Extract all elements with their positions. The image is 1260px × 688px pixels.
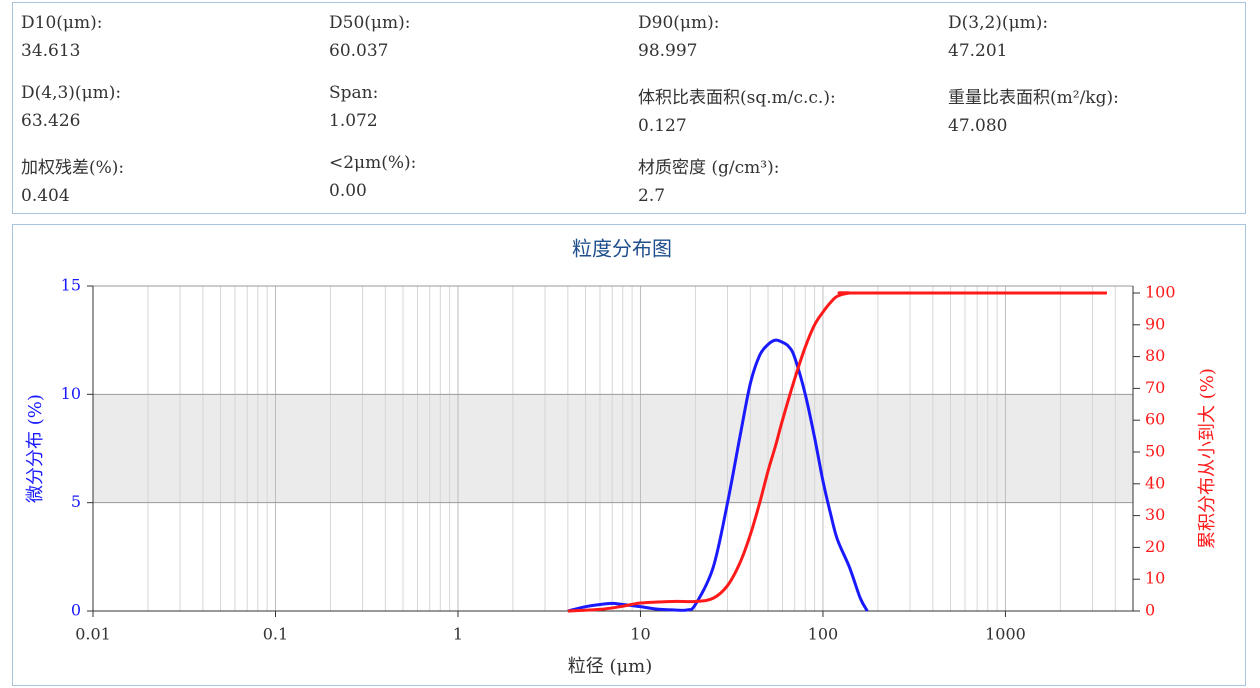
y2-tick-label: 30 (1145, 505, 1165, 524)
stat: D50(μm): 60.037 (329, 13, 410, 61)
y-tick-label: 15 (61, 276, 81, 295)
stat: 体积比表面积(sq.m/c.c.): 0.127 (638, 83, 836, 136)
stat-value: 0.404 (21, 186, 70, 206)
stat: D(3,2)(μm): 47.201 (948, 13, 1048, 61)
y-tick-label: 5 (71, 492, 81, 511)
x-tick-label: 0.01 (75, 625, 111, 644)
x-tick-label: 0.1 (263, 625, 288, 644)
x-tick-label: 1 (453, 625, 463, 644)
stat-label: Span: (329, 83, 379, 103)
y2-tick-label: 60 (1145, 410, 1165, 429)
stat: D10(μm): 34.613 (21, 13, 102, 61)
x-tick-label: 100 (808, 625, 839, 644)
stat-value: 60.037 (329, 41, 389, 61)
stat: 材质密度 (g/cm³): 2.7 (638, 153, 779, 206)
y2-tick-label: 20 (1145, 537, 1165, 556)
y2-tick-label: 50 (1145, 441, 1165, 460)
stat: D(4,3)(μm): 63.426 (21, 83, 121, 131)
stat-label: 加权残差(%): (21, 158, 125, 178)
stat-label: 材质密度 (g/cm³): (638, 158, 780, 178)
stat-label: 体积比表面积(sq.m/c.c.): (638, 88, 836, 108)
y2-tick-label: 100 (1145, 282, 1176, 301)
stat-value: 2.7 (638, 186, 666, 206)
stats-panel: D10(μm): 34.613 D50(μm): 60.037 D90(μm): 98.9… (12, 2, 1246, 214)
y2-axis-label: 累积分布从小到大 (%) (1197, 368, 1218, 549)
y-tick-label: 0 (71, 601, 81, 620)
stat: Span: 1.072 (329, 83, 378, 131)
x-tick-label: 10 (630, 625, 650, 644)
y2-tick-label: 90 (1145, 314, 1165, 333)
chart-panel (12, 224, 1246, 686)
stat-label: <2μm(%): (329, 153, 417, 173)
y2-tick-label: 10 (1145, 569, 1165, 588)
x-tick-label: 1000 (985, 625, 1026, 644)
y2-tick-label: 40 (1145, 473, 1165, 492)
stat-label: D(3,2)(μm): (948, 13, 1049, 33)
stat-label: D50(μm): (329, 13, 411, 33)
stat-value: 1.072 (329, 111, 378, 131)
y2-tick-label: 0 (1145, 601, 1155, 620)
stat-value: 34.613 (21, 41, 81, 61)
stat-value: 0.00 (329, 181, 367, 201)
y-tick-label: 10 (61, 384, 81, 403)
stat-value: 63.426 (21, 111, 81, 131)
stat-label: D(4,3)(μm): (21, 83, 122, 103)
stat-label: D90(μm): (638, 13, 720, 33)
stat: D90(μm): 98.997 (638, 13, 719, 61)
series-line (567, 291, 1107, 613)
stat-value: 47.201 (948, 41, 1008, 61)
stat-label: D10(μm): (21, 13, 103, 33)
stat: 重量比表面积(m²/kg): 47.080 (948, 83, 1119, 136)
x-axis-label: 粒径 (μm) (568, 656, 653, 677)
shaded-band (93, 394, 1133, 503)
stat: <2μm(%): 0.00 (329, 153, 416, 201)
chart-title: 粒度分布图 (572, 237, 672, 261)
stat-value: 47.080 (948, 116, 1008, 136)
stat-value: 98.997 (638, 41, 698, 61)
y2-tick-label: 70 (1145, 378, 1165, 397)
stat-value: 0.127 (638, 116, 687, 136)
y-axis-label: 微分分布 (%) (25, 394, 46, 503)
stat-label: 重量比表面积(m²/kg): (948, 88, 1119, 108)
stat: 加权残差(%): 0.404 (21, 153, 124, 206)
y2-tick-label: 80 (1145, 346, 1165, 365)
